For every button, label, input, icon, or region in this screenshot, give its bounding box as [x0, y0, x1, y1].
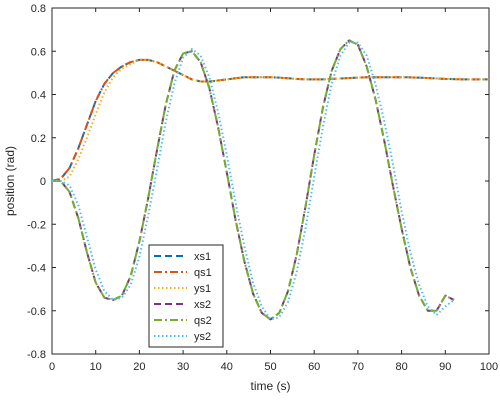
- series-line-qs2: [52, 39, 455, 321]
- legend: xs1 qs1 ys1 xs2 qs2 ys2: [148, 244, 224, 348]
- legend-label-qs1: qs1: [194, 267, 212, 279]
- x-tick-label: 10: [90, 361, 102, 373]
- x-axis-ticks: 0 10 20 30 40 50 60 70 80 90 100: [49, 8, 498, 373]
- series-lines: [51, 39, 489, 321]
- y-tick-label: 0.6: [31, 46, 46, 58]
- x-tick-label: 50: [264, 361, 276, 373]
- y-tick-label: -0.4: [27, 263, 46, 275]
- y-tick-label: -0.6: [27, 306, 46, 318]
- y-tick-label: 0.2: [31, 133, 46, 145]
- x-axis-label: time (s): [251, 379, 291, 393]
- y-tick-label: -0.8: [27, 349, 46, 361]
- x-tick-label: 20: [133, 361, 145, 373]
- y-axis-ticks: -0.8 -0.6 -0.4 -0.2 0 0.2 0.4 0.6 0.8: [27, 3, 489, 361]
- y-tick-label: 0: [40, 176, 46, 188]
- x-tick-label: 60: [308, 361, 320, 373]
- plot-area: [51, 7, 490, 355]
- x-tick-label: 100: [480, 361, 498, 373]
- legend-label-ys2: ys2: [194, 331, 211, 343]
- legend-label-xs1: xs1: [194, 251, 211, 263]
- x-tick-label: 80: [395, 361, 407, 373]
- legend-box: [148, 244, 224, 348]
- x-tick-label: 0: [49, 361, 55, 373]
- x-tick-label: 90: [439, 361, 451, 373]
- x-tick-label: 40: [221, 361, 233, 373]
- legend-label-ys1: ys1: [194, 283, 211, 295]
- x-tick-label: 30: [177, 361, 189, 373]
- series-line-ys1: [52, 58, 489, 182]
- x-tick-label: 70: [352, 361, 364, 373]
- y-axis-label: position (rad): [3, 146, 17, 216]
- y-tick-label: 0.4: [31, 90, 46, 102]
- series-line-ys2: [52, 41, 455, 321]
- legend-label-xs2: xs2: [194, 299, 211, 311]
- y-tick-label: 0.8: [31, 3, 46, 15]
- y-tick-label: -0.2: [27, 219, 46, 231]
- legend-label-qs2: qs2: [194, 315, 212, 327]
